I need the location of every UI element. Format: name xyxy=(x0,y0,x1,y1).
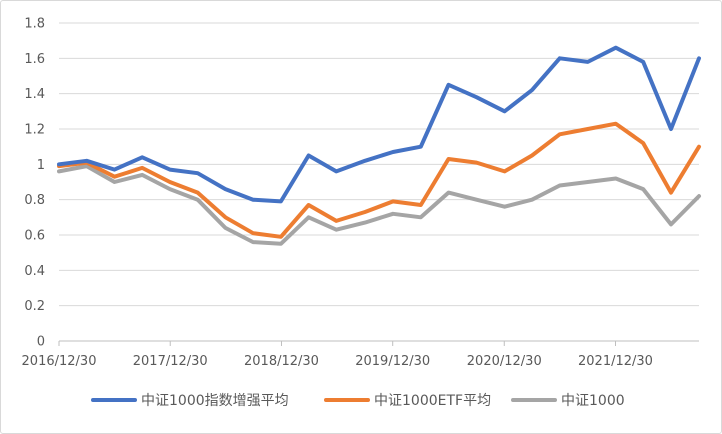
series-line xyxy=(57,164,701,246)
x-tick-label: 2016/12/30 xyxy=(22,354,97,369)
y-tick-label: 0.2 xyxy=(24,299,45,314)
series-lines xyxy=(57,45,701,246)
y-tick-label: 1.4 xyxy=(24,87,45,102)
gridlines xyxy=(59,22,699,307)
y-tick-label: 1.6 xyxy=(24,52,45,67)
x-tick-label: 2021/12/30 xyxy=(578,354,653,369)
y-tick-label: 1.2 xyxy=(24,123,45,138)
legend: 中证1000指数增强平均 中证1000ETF平均 中证1000 xyxy=(91,393,625,409)
x-tick-label: 2020/12/30 xyxy=(467,354,542,369)
x-tick-label: 2018/12/30 xyxy=(244,354,319,369)
axes: 0 0.2 0.4 0.6 0.8 1 1.2 1.4 1.6 1.8 2016/12/30 2017… xyxy=(22,17,699,369)
legend-label: 中证1000指数增强平均 xyxy=(141,393,289,409)
y-tick-label: 1.8 xyxy=(24,17,45,32)
y-tick-label: 0.4 xyxy=(24,264,45,279)
legend-label: 中证1000 xyxy=(561,393,625,409)
series-line xyxy=(57,45,701,204)
x-tick-label: 2019/12/30 xyxy=(355,354,430,369)
series-line xyxy=(57,121,701,239)
y-tick-label: 0 xyxy=(37,335,45,350)
legend-label: 中证1000ETF平均 xyxy=(374,393,491,409)
y-tick-label: 0.8 xyxy=(24,193,45,208)
x-tick-label: 2017/12/30 xyxy=(133,354,208,369)
y-tick-label: 1 xyxy=(37,158,45,173)
y-tick-label: 0.6 xyxy=(24,229,45,244)
